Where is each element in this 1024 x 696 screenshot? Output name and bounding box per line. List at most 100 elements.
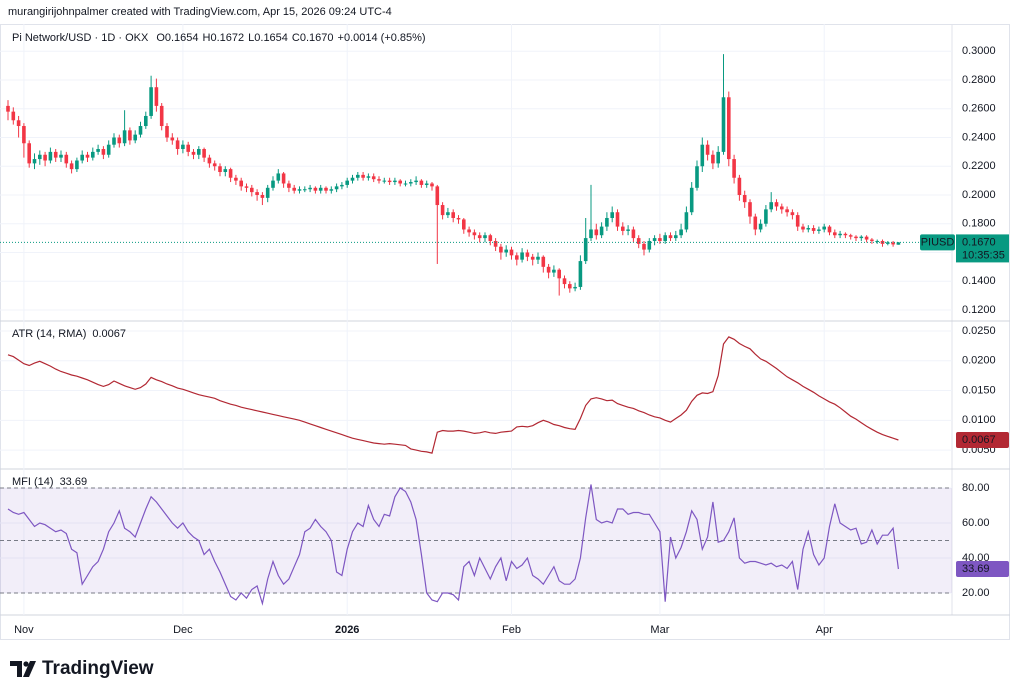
candle-body bbox=[472, 232, 477, 236]
candle-body bbox=[822, 226, 826, 230]
candle-body bbox=[769, 202, 773, 210]
legend-text: 0.1670 bbox=[300, 32, 334, 44]
y-tick-label: 20.00 bbox=[962, 587, 990, 599]
logo-mark bbox=[23, 661, 36, 677]
candle-body bbox=[557, 269, 561, 279]
candle-body bbox=[159, 105, 164, 127]
candle-body bbox=[265, 187, 270, 198]
logo-mark bbox=[23, 661, 29, 667]
price-tag bbox=[956, 234, 1009, 263]
candle-body bbox=[668, 235, 673, 239]
candle-body bbox=[440, 205, 445, 216]
candle-body bbox=[186, 144, 190, 152]
candle-body bbox=[106, 144, 111, 155]
candle-body bbox=[848, 235, 853, 237]
y-tick-label: 0.0100 bbox=[962, 414, 996, 426]
candle-body bbox=[409, 182, 413, 184]
candle-body bbox=[149, 87, 153, 116]
y-tick-label: 0.2400 bbox=[962, 131, 996, 143]
candle-body bbox=[679, 229, 683, 236]
candle-body bbox=[732, 159, 736, 178]
candle-body bbox=[456, 217, 461, 220]
last-value-tag bbox=[956, 431, 1009, 448]
candle-body bbox=[785, 209, 789, 213]
candle-body bbox=[181, 144, 185, 150]
candle-body bbox=[854, 236, 858, 239]
candle-body bbox=[451, 212, 455, 218]
candle-body bbox=[212, 163, 217, 167]
candle-body bbox=[75, 160, 79, 170]
candle-body bbox=[462, 219, 466, 230]
candle-body bbox=[573, 286, 577, 289]
candle-body bbox=[780, 206, 784, 210]
x-tick-label: Dec bbox=[173, 624, 193, 636]
y-tick-label: 0.0150 bbox=[962, 384, 996, 396]
candle-body bbox=[806, 228, 811, 230]
candle-body bbox=[175, 140, 180, 150]
candle-body bbox=[748, 202, 752, 217]
candle-body bbox=[525, 252, 530, 257]
legend-text: +0.0014 (+0.85%) bbox=[338, 32, 426, 44]
last-value-tag-text: 0.0067 bbox=[962, 434, 996, 446]
candle-body bbox=[658, 238, 662, 241]
candle-body bbox=[371, 176, 376, 180]
candle-body bbox=[562, 278, 567, 285]
candle-body bbox=[663, 235, 667, 241]
candle-body bbox=[859, 236, 864, 239]
candle-body bbox=[578, 261, 583, 287]
symbol-tag-text: PIUSD bbox=[921, 236, 955, 248]
candle-body bbox=[403, 183, 408, 185]
candle-body bbox=[382, 180, 387, 182]
candle-body bbox=[6, 105, 10, 112]
candle-body bbox=[287, 183, 291, 188]
candle-body bbox=[27, 143, 31, 164]
candle-body bbox=[700, 144, 705, 167]
candle-body bbox=[297, 189, 302, 191]
x-tick-label: Mar bbox=[650, 624, 669, 636]
candle-body bbox=[329, 189, 334, 191]
candle-body bbox=[197, 149, 201, 155]
y-tick-label: 0.1200 bbox=[962, 304, 996, 316]
candle-body bbox=[260, 194, 265, 198]
candle-body bbox=[636, 238, 641, 244]
candle-body bbox=[387, 180, 392, 183]
y-tick-label: 60.00 bbox=[962, 517, 990, 529]
candle-body bbox=[350, 177, 355, 181]
candle-body bbox=[377, 179, 381, 181]
legend-text: Pi Network/USD · 1D · OKX bbox=[12, 32, 149, 44]
candle-body bbox=[626, 229, 630, 231]
candle-body bbox=[255, 192, 259, 195]
y-tick-label: 0.2200 bbox=[962, 160, 996, 172]
candle-body bbox=[244, 186, 249, 188]
frame bbox=[0, 24, 1010, 640]
legend-text: 0.1654 bbox=[165, 32, 199, 44]
legend-text: 33.69 bbox=[60, 476, 88, 488]
candle-body bbox=[32, 159, 37, 164]
candle-body bbox=[493, 240, 498, 247]
x-tick-label: 2026 bbox=[335, 624, 359, 636]
candle-body bbox=[477, 235, 482, 239]
candle-body bbox=[642, 243, 646, 250]
candle-body bbox=[435, 186, 440, 206]
candle-body bbox=[552, 269, 556, 273]
candle-body bbox=[133, 134, 137, 141]
x-tick-label: Nov bbox=[14, 624, 34, 636]
legend-text: C bbox=[292, 32, 300, 44]
y-tick-label: 0.0200 bbox=[962, 355, 996, 367]
candle-body bbox=[515, 255, 519, 260]
candle-body bbox=[128, 130, 132, 141]
candle-body bbox=[271, 180, 275, 188]
legend-text: MFI (14) bbox=[12, 476, 54, 488]
candle-body bbox=[509, 249, 514, 256]
candle-body bbox=[764, 209, 768, 224]
candle-body bbox=[446, 212, 450, 216]
candle-body bbox=[695, 166, 699, 188]
candle-body bbox=[795, 215, 800, 227]
candle-body bbox=[393, 180, 397, 183]
legend-text: 0.0067 bbox=[92, 328, 126, 340]
candle-body bbox=[16, 120, 21, 127]
price-tag-text: 0.1670 bbox=[962, 236, 996, 248]
candle-body bbox=[615, 212, 620, 227]
candle-body bbox=[38, 154, 42, 160]
